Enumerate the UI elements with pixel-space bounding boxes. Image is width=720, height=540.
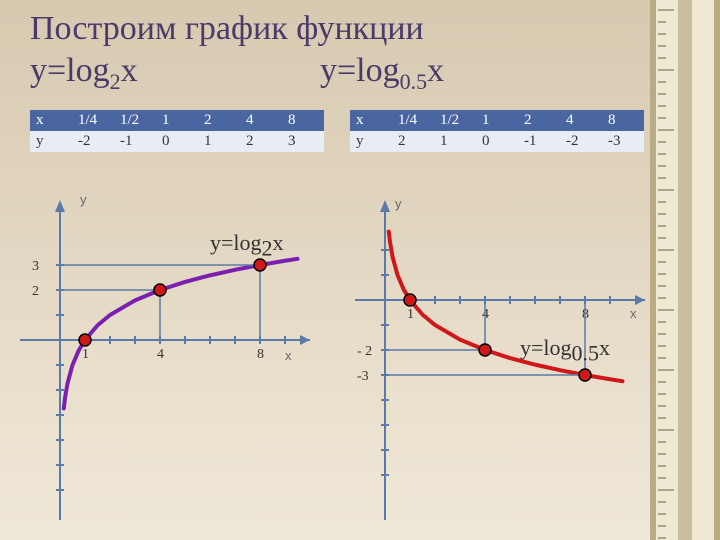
ruler-decoration xyxy=(650,0,720,540)
left-function: y=log2x xyxy=(30,52,138,95)
x-axis-label: x xyxy=(630,306,637,321)
svg-text:1: 1 xyxy=(82,347,89,362)
chart-right: 148- 2-3 y=log0.5x x y xyxy=(355,200,655,520)
chart-left: 14823 y=log2x x y xyxy=(20,200,320,520)
svg-text:2: 2 xyxy=(32,284,39,299)
page-title: Построим график функции xyxy=(30,10,424,48)
svg-text:1: 1 xyxy=(407,307,414,322)
svg-text:-3: -3 xyxy=(357,369,369,384)
right-function: y=log0.5x xyxy=(320,52,444,95)
chart-left-label: y=log2x xyxy=(210,230,284,261)
table-right: x1/41/21248y210-1-2-3 xyxy=(350,110,644,152)
svg-text:3: 3 xyxy=(32,259,39,274)
svg-text:- 2: - 2 xyxy=(357,344,372,359)
x-axis-label: x xyxy=(285,348,292,363)
table-left: x1/41/21248y-2-10123 xyxy=(30,110,324,152)
svg-text:4: 4 xyxy=(157,347,164,362)
slide-root: { "background":{"top":"#d7c9b0","bottom"… xyxy=(0,0,720,540)
y-axis-label: y xyxy=(80,192,87,207)
chart-right-label: y=log0.5x xyxy=(520,335,610,366)
svg-text:8: 8 xyxy=(257,347,264,362)
y-axis-label: y xyxy=(395,196,402,211)
